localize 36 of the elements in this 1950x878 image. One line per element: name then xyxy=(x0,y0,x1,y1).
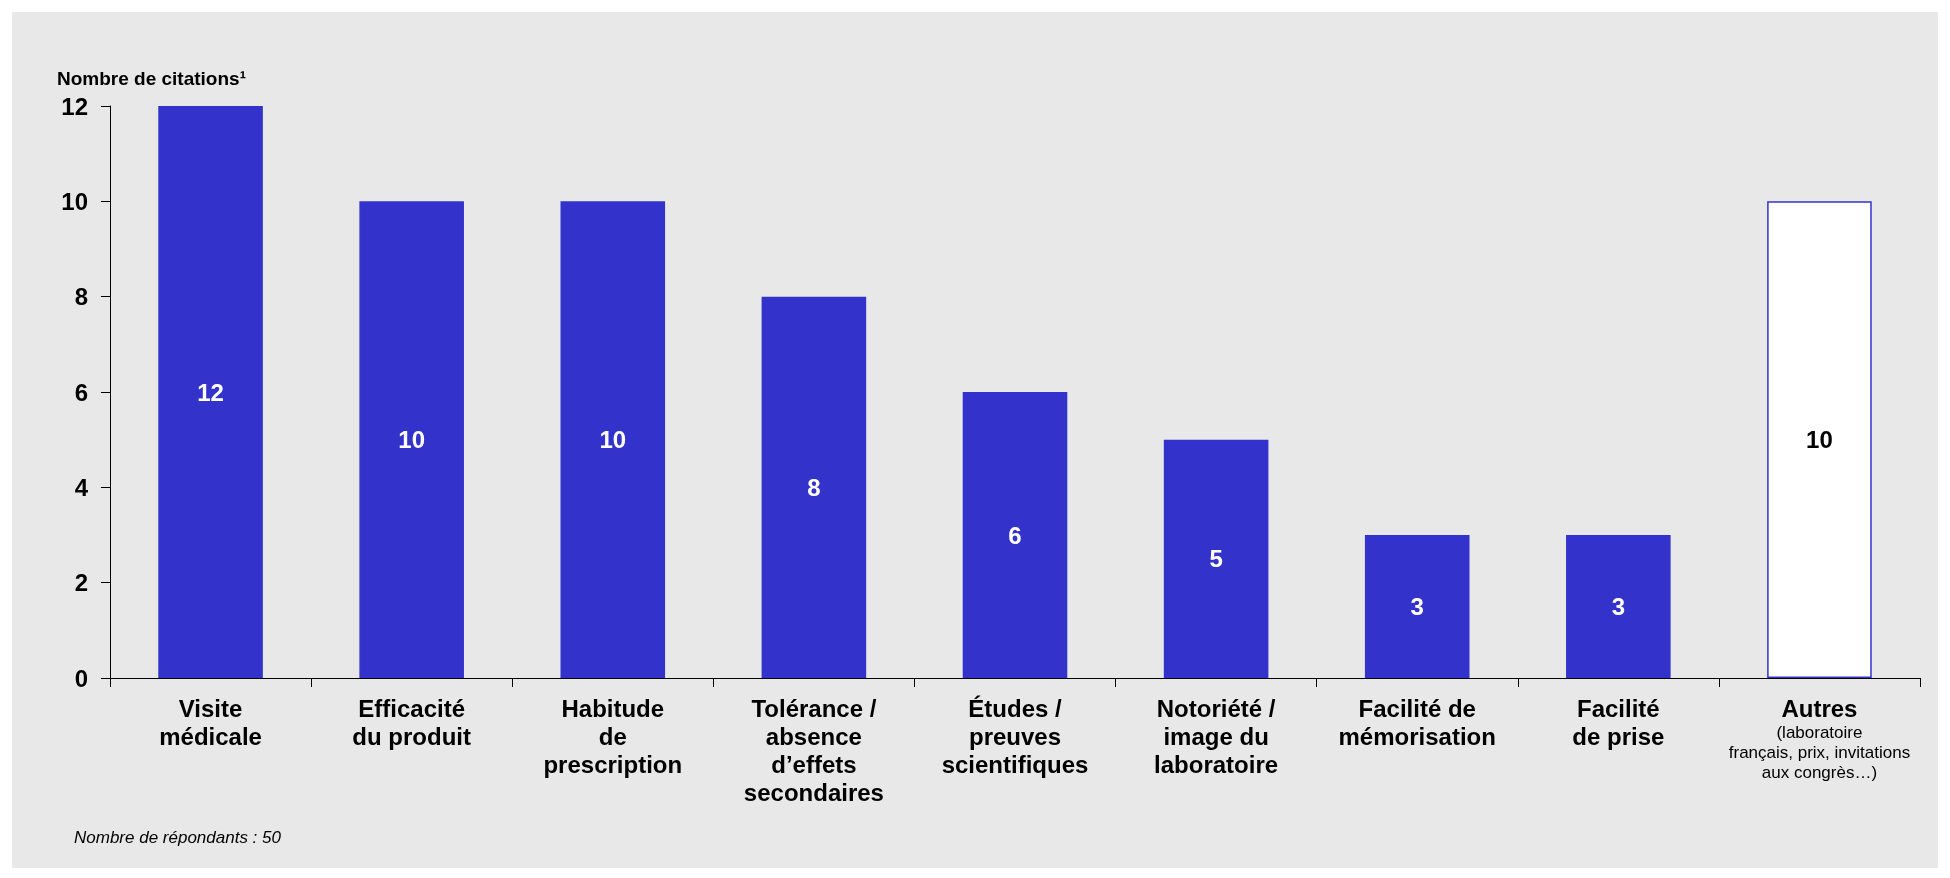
data-label: 10 xyxy=(599,426,627,454)
data-label: 5 xyxy=(1209,545,1223,573)
x-tick-label: Tolérance / absence d’effets secondaires xyxy=(743,694,884,806)
x-tick-label: Études / preuves scientifiques xyxy=(941,694,1089,778)
data-label: 8 xyxy=(807,473,821,501)
x-tick-label: Efficacité du produit xyxy=(352,694,471,750)
y-axis-title: Nombre de citations¹ xyxy=(57,68,246,89)
data-label: 3 xyxy=(1410,593,1424,620)
bar xyxy=(1767,201,1872,678)
x-tick-label: Habitude de prescription xyxy=(543,694,683,778)
bar xyxy=(1364,535,1470,678)
bar xyxy=(761,296,867,678)
data-label: 12 xyxy=(197,378,224,406)
y-tick-label: 2 xyxy=(74,569,88,597)
y-tick-label: 8 xyxy=(74,283,88,311)
x-tick-label: Facilité de prise xyxy=(1572,694,1665,750)
bar xyxy=(1163,439,1269,678)
data-label: 10 xyxy=(1806,426,1833,454)
data-label: 6 xyxy=(1008,521,1022,549)
bar xyxy=(962,392,1068,678)
text: Nombre de répondants : 50 xyxy=(74,828,282,847)
y-tick-label: 10 xyxy=(61,187,88,215)
y-tick-label: 0 xyxy=(74,664,88,692)
bar xyxy=(359,201,464,678)
x-tick-label: Autres (laboratoire français, prix, invitations aux congrès…) xyxy=(1728,694,1911,782)
y-tick-label: 12 xyxy=(61,92,88,120)
x-tick-label: Notoriété / image du laboratoire xyxy=(1154,694,1279,778)
y-tick-label: 6 xyxy=(74,378,88,406)
x-tick-label: Visite médicale xyxy=(159,694,262,750)
data-label: 10 xyxy=(398,426,426,454)
bar xyxy=(560,201,666,678)
bar xyxy=(158,106,263,678)
y-tick-label: 4 xyxy=(74,473,89,501)
x-tick-label: Facilité de mémorisation xyxy=(1338,694,1496,750)
data-label: 3 xyxy=(1611,593,1626,620)
bar xyxy=(1566,535,1671,678)
